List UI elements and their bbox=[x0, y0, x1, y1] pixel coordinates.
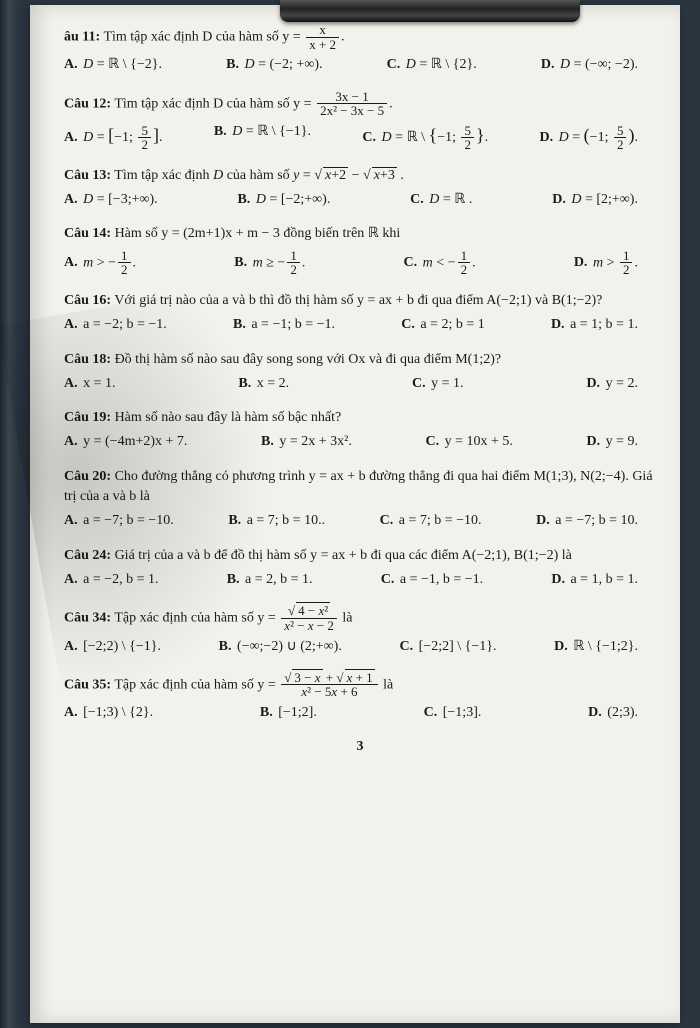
choices-11: A. D = ℝ \ {−2}. B. D = (−2; +∞). C. D =… bbox=[64, 55, 656, 79]
choices-35: A. [−1;3) \ {2}. B. [−1;2]. C. [−1;3]. D… bbox=[64, 703, 656, 727]
question-35: Câu 35: Tập xác định của hàm số y = 3 − … bbox=[64, 671, 656, 699]
choice: C. y = 10x + 5. bbox=[425, 432, 512, 452]
choices-12: A. D = [−1; 52]. B. D = ℝ \ {−1}. C. D =… bbox=[64, 122, 656, 156]
exam-page: âu 11: Tìm tập xác định D của hàm số y =… bbox=[30, 5, 680, 1023]
q-label: Câu 19: bbox=[64, 410, 111, 425]
choice: C. D = ℝ \ {−1; 52}. bbox=[362, 122, 488, 152]
q-label: Câu 34: bbox=[64, 611, 111, 626]
choice: C. D = ℝ \ {2}. bbox=[387, 55, 477, 75]
choice: D. y = 2. bbox=[586, 374, 638, 394]
q-prompt: Tìm tập xác định D của hàm số y = bbox=[114, 96, 315, 111]
q-label: Câu 35: bbox=[64, 677, 111, 692]
choice: B. m ≥ −12. bbox=[234, 249, 305, 277]
question-24: Câu 24: Giá trị của a và b để đồ thị hàm… bbox=[64, 546, 656, 566]
fraction: 3x − 1 2x² − 3x − 5 bbox=[317, 90, 387, 118]
choice: D. a = 1; b = 1. bbox=[551, 315, 638, 335]
q-prompt: Với giá trị nào của a và b thì đồ thị hà… bbox=[114, 293, 602, 308]
q-prompt: Tập xác định của hàm số y = bbox=[114, 677, 279, 692]
choices-18: A. x = 1. B. x = 2. C. y = 1. D. y = 2. bbox=[64, 374, 656, 398]
q-prompt: Hàm số y = (2m+1)x + m − 3 đồng biến trê… bbox=[115, 226, 401, 241]
question-34: Câu 34: Tập xác định của hàm số y = 4 − … bbox=[64, 604, 656, 632]
choice: A. [−1;3) \ {2}. bbox=[64, 703, 153, 723]
choice: C. [−1;3]. bbox=[424, 703, 482, 723]
question-16: Câu 16: Với giá trị nào của a và b thì đ… bbox=[64, 291, 656, 311]
desk-edge bbox=[0, 0, 18, 1028]
choice: B. D = [−2;+∞). bbox=[237, 190, 330, 210]
choice: B. y = 2x + 3x². bbox=[261, 432, 352, 452]
choice: B. x = 2. bbox=[238, 374, 289, 394]
choice: B. a = 7; b = 10.. bbox=[228, 511, 325, 531]
question-14: Câu 14: Hàm số y = (2m+1)x + m − 3 đồng … bbox=[64, 224, 656, 244]
q-label: âu 11: bbox=[64, 29, 100, 44]
q-prompt: Cho đường thẳng có phương trình y = ax +… bbox=[64, 469, 653, 504]
q-label: Câu 16: bbox=[64, 293, 111, 308]
q-prompt: Đồ thị hàm số nào sau đây song song với … bbox=[115, 352, 502, 367]
choices-19: A. y = (−4m+2)x + 7. B. y = 2x + 3x². C.… bbox=[64, 432, 656, 456]
choices-20: A. a = −7; b = −10. B. a = 7; b = 10.. C… bbox=[64, 511, 656, 535]
choices-16: A. a = −2; b = −1. B. a = −1; b = −1. C.… bbox=[64, 315, 656, 339]
choice: D. D = (−1; 52). bbox=[540, 122, 638, 152]
choice: B. D = ℝ \ {−1}. bbox=[214, 122, 311, 152]
choice: A. D = [−3;+∞). bbox=[64, 190, 158, 210]
choice: C. a = 2; b = 1 bbox=[401, 315, 485, 335]
choice: C. a = 7; b = −10. bbox=[380, 511, 482, 531]
q-label: Câu 13: bbox=[64, 168, 111, 183]
fraction: 4 − x² x² − x − 2 bbox=[281, 604, 337, 632]
choice: C. a = −1, b = −1. bbox=[381, 570, 483, 590]
q-prompt: Giá trị của a và b để đồ thị hàm số y = … bbox=[115, 548, 572, 563]
choice: D. ℝ \ {−1;2}. bbox=[554, 637, 638, 657]
choice: A. a = −7; b = −10. bbox=[64, 511, 174, 531]
choice: A. a = −2, b = 1. bbox=[64, 570, 159, 590]
q-label: Câu 18: bbox=[64, 352, 111, 367]
choice: B. a = 2, b = 1. bbox=[227, 570, 313, 590]
choice: C. y = 1. bbox=[412, 374, 464, 394]
choice: D. D = (−∞; −2). bbox=[541, 55, 638, 75]
choice: D. D = [2;+∞). bbox=[552, 190, 638, 210]
question-20: Câu 20: Cho đường thẳng có phương trình … bbox=[64, 467, 656, 508]
choices-13: A. D = [−3;+∞). B. D = [−2;+∞). C. D = ℝ… bbox=[64, 190, 656, 214]
fraction: 3 − x + x + 1 x² − 5x + 6 bbox=[281, 671, 377, 699]
choices-24: A. a = −2, b = 1. B. a = 2, b = 1. C. a … bbox=[64, 570, 656, 594]
choice: A. y = (−4m+2)x + 7. bbox=[64, 432, 187, 452]
page-number: 3 bbox=[64, 737, 656, 757]
choice: A. a = −2; b = −1. bbox=[64, 315, 167, 335]
choice: C. [−2;2] \ {−1}. bbox=[400, 637, 497, 657]
choice: D. m > 12. bbox=[574, 249, 638, 277]
question-12: Câu 12: Tìm tập xác định D của hàm số y … bbox=[64, 90, 656, 118]
choices-34: A. [−2;2) \ {−1}. B. (−∞;−2) ∪ (2;+∞). C… bbox=[64, 637, 656, 661]
choices-14: A. m > −12. B. m ≥ −12. C. m < −12. D. m… bbox=[64, 249, 656, 281]
q-prompt: Tập xác định của hàm số y = bbox=[114, 611, 279, 626]
question-13: Câu 13: Tìm tập xác định D của hàm số y … bbox=[64, 166, 656, 186]
question-18: Câu 18: Đồ thị hàm số nào sau đây song s… bbox=[64, 350, 656, 370]
choice: A. D = ℝ \ {−2}. bbox=[64, 55, 162, 75]
q-label: Câu 12: bbox=[64, 96, 111, 111]
choice: C. D = ℝ . bbox=[410, 190, 472, 210]
choice: A. D = [−1; 52]. bbox=[64, 122, 162, 152]
choice: D. a = −7; b = 10. bbox=[536, 511, 638, 531]
choice: B. [−1;2]. bbox=[260, 703, 317, 723]
choice: C. m < −12. bbox=[404, 249, 476, 277]
choice: A. x = 1. bbox=[64, 374, 116, 394]
choice: D. y = 9. bbox=[586, 432, 638, 452]
q-label: Câu 24: bbox=[64, 548, 111, 563]
choice: B. (−∞;−2) ∪ (2;+∞). bbox=[219, 637, 342, 657]
q-prompt: Tìm tập xác định D của hàm số y = bbox=[103, 29, 304, 44]
q-prompt: Hàm số nào sau đây là hàm số bậc nhất? bbox=[115, 410, 342, 425]
q-label: Câu 14: bbox=[64, 226, 111, 241]
choice: A. [−2;2) \ {−1}. bbox=[64, 637, 161, 657]
choice: B. a = −1; b = −1. bbox=[233, 315, 335, 335]
choice: A. m > −12. bbox=[64, 249, 136, 277]
question-19: Câu 19: Hàm số nào sau đây là hàm số bậc… bbox=[64, 408, 656, 428]
choice: B. D = (−2; +∞). bbox=[226, 55, 322, 75]
clipboard-clip bbox=[280, 0, 580, 22]
choice: D. (2;3). bbox=[588, 703, 638, 723]
question-11: âu 11: Tìm tập xác định D của hàm số y =… bbox=[64, 23, 656, 51]
q-label: Câu 20: bbox=[64, 469, 111, 484]
choice: D. a = 1, b = 1. bbox=[551, 570, 638, 590]
fraction: x x + 2 bbox=[306, 23, 339, 51]
